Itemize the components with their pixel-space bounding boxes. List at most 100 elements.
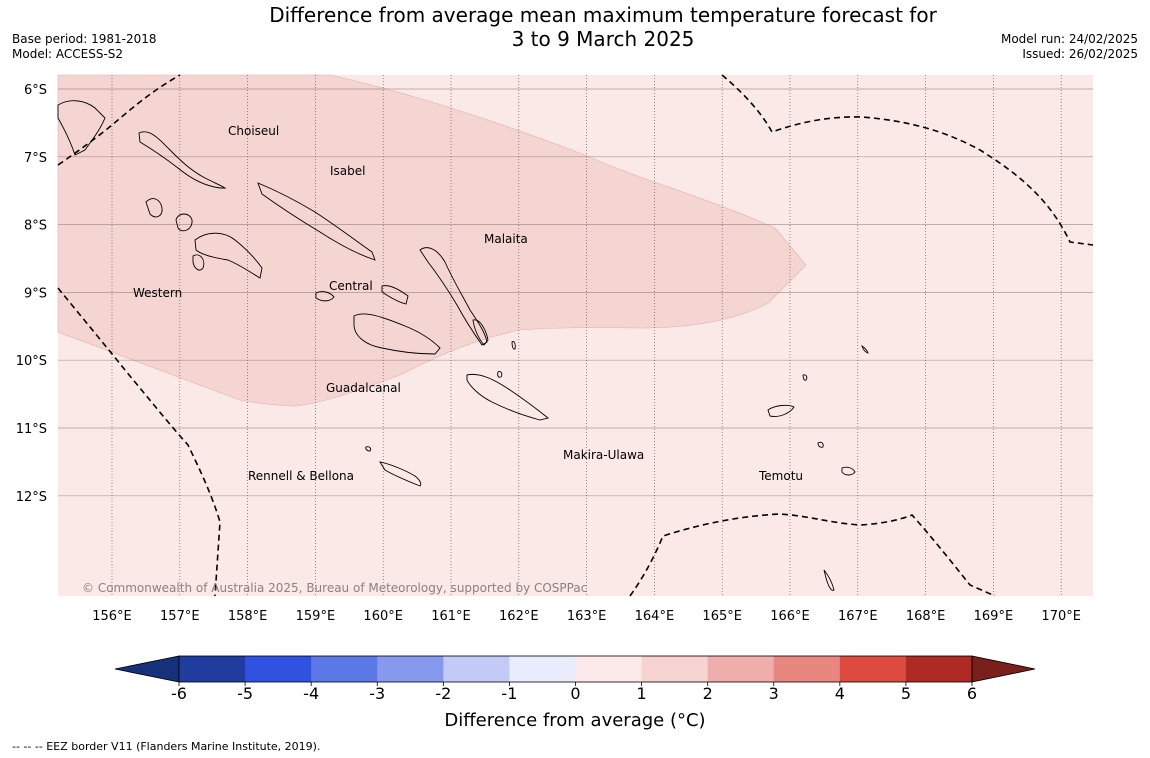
lon-tick-label: 158°E [228, 609, 268, 624]
lon-tick-label: 166°E [770, 609, 810, 624]
colorbar-tick-label: 0 [570, 684, 581, 703]
lon-tick-label: 162°E [499, 609, 539, 624]
lon-tick-label: 170°E [1041, 609, 1081, 624]
lon-tick-label: 156°E [92, 609, 132, 624]
colorbar-tick-label: 5 [900, 684, 911, 703]
island-ontong [861, 344, 869, 354]
island-ulawa [511, 341, 516, 350]
label-malaita: Malaita [484, 232, 528, 246]
island-rendova [192, 254, 205, 271]
eez-north-west [57, 74, 181, 166]
colorbar-segment [905, 656, 973, 682]
colorbar-segment [509, 656, 576, 682]
eez-borders [57, 74, 1094, 597]
label-choiseul: Choiseul [228, 124, 279, 138]
island-choiseul [138, 131, 227, 189]
eez-west-south [57, 287, 221, 597]
island-utupua [817, 441, 824, 448]
colorbar-segment [641, 656, 709, 682]
copyright-text: © Commonwealth of Australia 2025, Bureau… [82, 581, 587, 595]
island-tikopia [823, 569, 835, 591]
island-isabel [257, 182, 376, 261]
lat-tick-label: 11°S [16, 422, 47, 437]
colorbar-under-triangle [114, 655, 180, 683]
colorbar-segment [575, 656, 643, 682]
lon-tick-label: 163°E [567, 609, 607, 624]
label-western: Western [133, 286, 182, 300]
latitude-labels: 6°S 7°S 8°S 9°S 10°S 11°S 12°S [16, 83, 47, 505]
island-bellona [365, 446, 372, 452]
colorbar [114, 655, 1036, 686]
eez-south-east [629, 513, 996, 597]
colorbar-segment [311, 656, 378, 682]
island-makira [466, 373, 549, 421]
colorbar-tick-label: 6 [966, 684, 978, 703]
island-vella [145, 198, 163, 218]
island-nendo [767, 404, 795, 417]
colorbar-tick-label: 1 [636, 684, 647, 703]
colorbar-tick-label: -6 [171, 684, 187, 703]
label-rennell-bellona: Rennell & Bellona [248, 469, 354, 483]
lon-tick-label: 159°E [296, 609, 336, 624]
lat-tick-label: 8°S [24, 219, 47, 234]
gridlines [58, 75, 1093, 596]
lon-tick-label: 167°E [838, 609, 878, 624]
colorbar-over-triangle [971, 655, 1036, 683]
island-ugi [497, 371, 503, 378]
lat-tick-label: 7°S [24, 151, 47, 166]
colorbar-tick-label: -4 [303, 684, 320, 703]
island-new-georgia [194, 232, 263, 279]
colorbar-tick-label: 3 [768, 684, 779, 703]
lon-tick-label: 165°E [702, 609, 742, 624]
island-vanikoro [841, 466, 856, 476]
colorbar-segment [245, 656, 312, 682]
colorbar-title: Difference from average (°C) [444, 710, 706, 731]
lon-tick-label: 157°E [160, 609, 200, 624]
lat-tick-label: 9°S [24, 286, 47, 301]
colorbar-segment [179, 656, 246, 682]
eez-east-north [721, 74, 1094, 246]
lon-tick-label: 161°E [431, 609, 471, 624]
colorbar-tick-label: 4 [834, 684, 845, 703]
lat-tick-label: 10°S [16, 354, 47, 369]
region-labels: Choiseul Isabel Malaita Western Central … [133, 124, 803, 483]
colorbar-segment [773, 656, 841, 682]
label-guadalcanal: Guadalcanal [326, 381, 401, 395]
lat-tick-label: 12°S [16, 490, 47, 505]
colorbar-segment [707, 656, 775, 682]
colorbar-segment [443, 656, 510, 682]
longitude-labels: 156°E 157°E 158°E 159°E 160°E 161°E 162°E 163°E… [92, 609, 1081, 624]
lon-tick-label: 164°E [635, 609, 675, 624]
lon-tick-label: 169°E [974, 609, 1014, 624]
lon-tick-label: 160°E [363, 609, 403, 624]
colorbar-tick-label: -2 [435, 684, 452, 703]
label-makira-ulawa: Makira-Ulawa [563, 448, 644, 462]
model-run: Model run: 24/02/2025 [1000, 32, 1138, 46]
colorbar-tick-label: -1 [501, 684, 518, 703]
meta-left: Base period: 1981-2018 Model: ACCESS-S2 [12, 32, 157, 62]
colorbar-segment [839, 656, 907, 682]
lon-tick-label: 168°E [906, 609, 946, 624]
colorbar-segment [377, 656, 444, 682]
island-duff [802, 374, 808, 381]
colorbar-tick-label: 2 [702, 684, 713, 703]
chart-title: Difference from average mean maximum tem… [200, 3, 1006, 51]
issued-date: Issued: 26/02/2025 [1022, 47, 1138, 61]
island-shortland [57, 100, 106, 156]
island-florida [315, 291, 335, 302]
meta-right: Model run: 24/02/2025 Issued: 26/02/2025 [1001, 32, 1138, 62]
coastlines [57, 100, 869, 591]
island-kolombangara [175, 213, 193, 232]
colorbar-tick-label: -5 [237, 684, 254, 703]
island-guadalcanal [353, 313, 441, 355]
eez-footnote: -- -- -- EEZ border V11 (Flanders Marine… [12, 740, 321, 753]
island-rennell [379, 461, 422, 487]
label-temotu: Temotu [758, 469, 803, 483]
title-line-1: Difference from average mean maximum tem… [269, 3, 937, 27]
warm-anomaly-area [57, 74, 807, 407]
island-small-malaita [472, 319, 489, 346]
title-line-2: 3 to 9 March 2025 [511, 27, 695, 51]
label-central: Central [329, 279, 373, 293]
base-period: Base period: 1981-2018 [12, 32, 157, 46]
